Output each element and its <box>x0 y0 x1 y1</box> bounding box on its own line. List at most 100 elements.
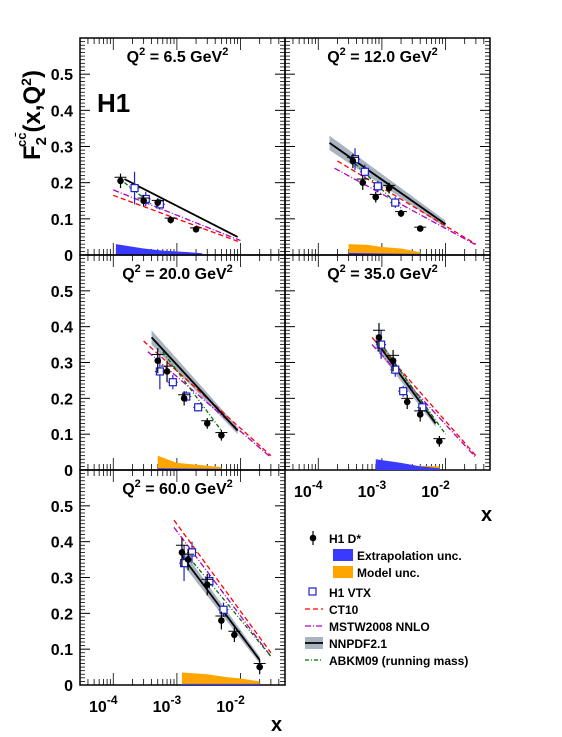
y-axis-label-part: F <box>19 145 46 160</box>
x-tick-label: 10-3 <box>358 478 387 501</box>
h1-dstar-point <box>140 197 147 205</box>
panel-title-sup2: 2 <box>432 263 438 275</box>
panel-title-q: Q <box>122 266 134 283</box>
h1-vtx-point <box>219 605 228 614</box>
nnpdf21-curve <box>375 340 437 424</box>
y-tick-label-zero: 0 <box>64 463 73 480</box>
legend-item-h1vtx: H1 VTX <box>308 586 371 600</box>
legend-marker-h1dstar <box>309 534 317 542</box>
extrapolation-unc-band <box>181 683 260 685</box>
x-tick-label: 10-3 <box>153 693 182 716</box>
ct10-curve <box>337 160 477 245</box>
experiment-label: H1 <box>97 88 130 118</box>
nnpdf21-curve <box>124 178 239 238</box>
panel-plot-area <box>143 330 272 470</box>
h1-dstar-point <box>416 411 424 418</box>
x-tick-label: 10-4 <box>294 478 323 501</box>
extrapolation-unc-band <box>115 244 203 255</box>
h1-vtx-point <box>373 182 382 191</box>
h1-dstar-point <box>163 368 171 375</box>
h1-vtx-point <box>168 378 177 387</box>
abkm09-curve <box>181 548 272 657</box>
x-tick-label: 10-2 <box>216 693 245 716</box>
x-tick-exp: -4 <box>312 478 323 492</box>
h1-dstar-point <box>218 617 225 624</box>
abkm09-curve <box>378 340 447 435</box>
legend-item-abkm: ABKM09 (running mass) <box>305 654 468 668</box>
y-tick-label-zero: 0 <box>64 678 73 695</box>
x-tick-label: 10-4 <box>89 693 118 716</box>
h1-dstar-point <box>218 431 225 439</box>
panel-title-sup: 2 <box>135 263 141 275</box>
panel-title-q: Q <box>327 266 339 283</box>
extrapolation-unc-band <box>375 459 440 470</box>
h1-dstar-point <box>385 184 393 192</box>
panel-title-sup2: 2 <box>222 46 228 58</box>
h1-vtx-point <box>194 403 203 412</box>
h1-dstar-point <box>203 420 211 427</box>
panel-2: Q2 = 12.0 GeV2 <box>284 37 491 256</box>
h1-dstar-point <box>154 199 162 206</box>
y-tick-label: 0.2 <box>51 391 73 408</box>
h1-dstar-point <box>184 556 192 563</box>
h1-dstar-point <box>256 663 263 671</box>
x-axis-label-upper: x <box>481 504 492 526</box>
h1-dstar-point <box>436 438 443 445</box>
h1-dstar-point <box>359 179 367 186</box>
h1-dstar-point <box>167 216 175 224</box>
h1-dstar-point <box>203 581 211 588</box>
h1-dstar-point <box>178 549 186 556</box>
y-tick-label: 0.2 <box>51 606 73 623</box>
x-tick-exp: -2 <box>234 693 245 707</box>
legend-label-model: Model unc. <box>357 566 420 580</box>
abkm09-curve <box>162 351 222 431</box>
panel-1: Q2 = 6.5 GeV2 <box>79 37 286 256</box>
model-unc-band <box>181 672 260 685</box>
model-unc-band <box>348 244 421 255</box>
y-tick-label: 0.4 <box>51 535 73 552</box>
panel-title: Q2 = 12.0 GeV2 <box>327 46 438 66</box>
panel-title-sup2: 2 <box>227 478 233 490</box>
h1-dstar-point <box>180 395 188 402</box>
y-tick-label: 0.3 <box>51 571 73 588</box>
h1-dstar-point <box>154 357 162 365</box>
x-tick-label: 10-2 <box>421 478 450 501</box>
h1-vtx-point <box>391 365 400 374</box>
h1-vtx-point <box>130 183 139 193</box>
panel-plot-area <box>113 171 241 255</box>
panel-title-rest: = 35.0 GeV <box>346 266 432 283</box>
h1-vtx-point <box>391 198 400 207</box>
panel-title-rest: = 20.0 GeV <box>141 266 227 283</box>
legend-item-ct10: CT10 <box>305 603 359 617</box>
panel-3: Q2 = 20.0 GeV2 <box>79 254 286 471</box>
h1-dstar-point <box>192 226 200 233</box>
mstw2008-curve <box>371 344 477 458</box>
y-tick-label: 0.3 <box>51 356 73 373</box>
x-tick-exp: -4 <box>107 693 118 707</box>
legend-item-h1dstar: H1 D* <box>309 531 361 546</box>
panel-frame <box>79 254 286 471</box>
y-tick-label: 0.4 <box>51 103 73 120</box>
h1-dstar-point <box>372 193 380 201</box>
nnpdf21-curve <box>150 336 239 432</box>
x-tick-base: 10 <box>89 699 107 716</box>
y-tick-label: 0.5 <box>51 284 73 301</box>
panel-title-sup2: 2 <box>432 46 438 58</box>
y-tick-label: 0.3 <box>51 140 73 157</box>
y-tick-label: 0.5 <box>51 499 73 516</box>
y-tick-label: 0.1 <box>51 642 73 659</box>
y-axis-label-part: 2 <box>18 78 34 86</box>
nnpdf21-curve <box>328 142 447 225</box>
legend-label-nnpdf: NNPDF2.1 <box>329 637 387 651</box>
panel-title-sup: 2 <box>340 263 346 275</box>
legend-label-mstw: MSTW2008 NNLO <box>329 620 430 634</box>
legend-label-ct10: CT10 <box>329 603 359 617</box>
x-tick-base: 10 <box>153 699 171 716</box>
panel-title-rest: = 60.0 GeV <box>141 481 227 498</box>
y-tick-label: 0.4 <box>51 320 73 337</box>
y-tick-label: 0.2 <box>51 176 73 193</box>
h1-dstar-point <box>375 334 383 341</box>
x-tick-base: 10 <box>358 484 376 501</box>
ct10-curve <box>173 519 272 654</box>
